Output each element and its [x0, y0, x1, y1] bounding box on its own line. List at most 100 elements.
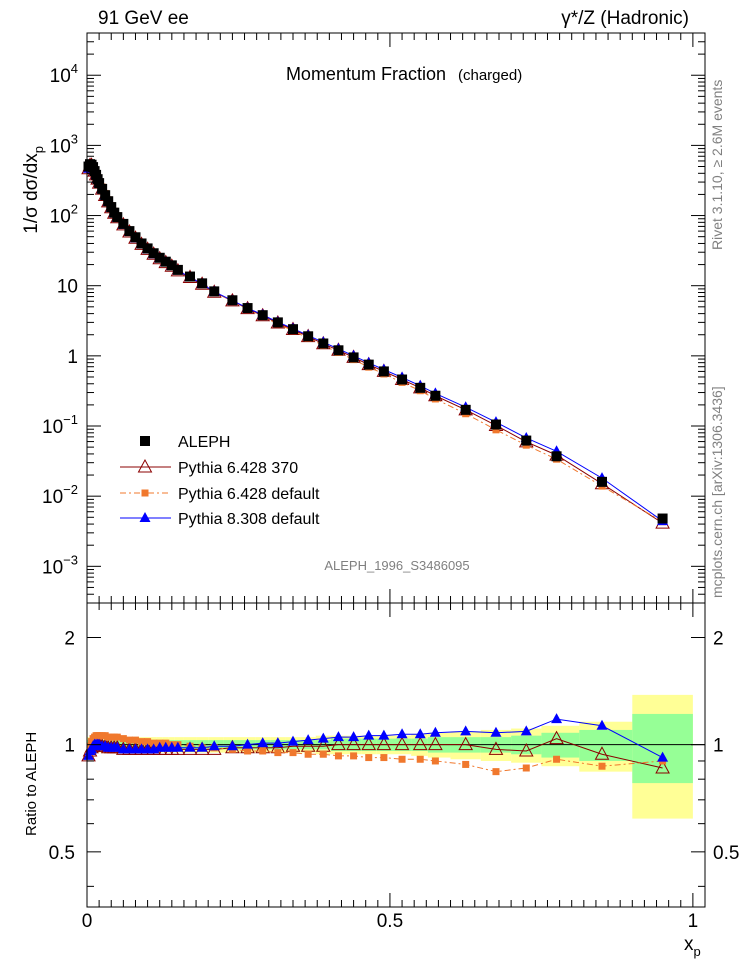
- ratio-point: [208, 740, 220, 751]
- ratio-point: [317, 732, 329, 743]
- y-tick-label: 103: [50, 131, 78, 157]
- x-tick-label: 1: [688, 911, 699, 932]
- aleph-data-point: [303, 331, 314, 342]
- header-left: 91 GeV ee: [98, 8, 189, 29]
- legend-marker: [139, 512, 151, 522]
- aleph-data-point: [551, 451, 562, 462]
- plot-title-sub: (charged): [458, 67, 522, 84]
- ratio-point: [302, 734, 314, 745]
- ratio-point: [414, 728, 426, 739]
- legend-entry: Pythia 6.428 default: [120, 486, 320, 503]
- x-tick-label: 0: [82, 911, 93, 932]
- main-ylabel: 1/σ dσ/dxp: [21, 146, 46, 234]
- aleph-data-point: [430, 390, 441, 401]
- main-line-pythia-6-428-370: [88, 164, 663, 524]
- ratio-y-tick-label: 2: [64, 629, 75, 650]
- ratio-xlabel: xp: [684, 934, 701, 959]
- ratio-y-tick-label-right: 2: [713, 629, 724, 650]
- ratio-point: [458, 736, 474, 751]
- x-tick-label: 0.5: [377, 911, 403, 932]
- ratio-point: [144, 738, 152, 746]
- legend: ALEPH Pythia 6.428 370 Pythia 6.428 defaul…: [120, 434, 320, 528]
- legend-marker: [141, 489, 149, 497]
- ratio-point: [655, 759, 670, 774]
- ratio-point: [549, 730, 564, 745]
- ratio-point: [412, 736, 428, 751]
- ratio-y-tick-label-right: 0.5: [713, 843, 739, 864]
- ratio-point: [289, 749, 297, 757]
- aleph-data-point: [209, 286, 220, 297]
- ratio-point: [259, 747, 267, 755]
- ratio-point: [226, 740, 238, 751]
- ratio-y-tick-label: 1: [64, 736, 75, 757]
- ratio-point: [242, 738, 254, 749]
- aleph-data-point: [136, 238, 147, 249]
- aleph-data-point: [378, 366, 389, 377]
- ratio-point: [111, 741, 123, 752]
- ratio-y-tick-label-right: 1: [713, 736, 724, 757]
- ratio-point: [462, 760, 470, 768]
- aleph-data-point: [185, 271, 195, 282]
- ratio-point: [138, 738, 146, 746]
- aleph-data-point: [257, 310, 268, 321]
- ratio-point: [428, 736, 443, 751]
- ratio-point: [488, 741, 504, 755]
- main-point: [492, 426, 500, 434]
- aleph-data-point: [97, 183, 108, 194]
- y-tick-label: 10: [57, 277, 78, 298]
- aleph-data-point: [142, 243, 153, 254]
- y-tick-label: 1: [67, 347, 78, 368]
- ratio-point: [460, 725, 472, 736]
- ratio-point: [376, 736, 392, 751]
- aleph-data-point: [490, 419, 501, 430]
- ratio-point: [551, 713, 563, 724]
- aleph-data-point: [272, 317, 283, 328]
- ratio-ylabel: Ratio to ALEPH: [23, 732, 40, 836]
- ratio-point: [331, 736, 346, 751]
- ratio-point: [361, 736, 377, 751]
- y-tick-label: 104: [50, 61, 78, 87]
- ratio-point: [150, 739, 158, 747]
- aleph-data-point: [124, 226, 135, 237]
- legend-marker: [137, 458, 153, 473]
- aleph-data-point: [106, 202, 117, 213]
- aleph-data-point: [103, 196, 114, 207]
- ratio-point: [553, 755, 561, 763]
- ratio-point: [596, 719, 608, 730]
- legend-label: Pythia 8.308 default: [178, 511, 320, 528]
- ratio-point: [396, 728, 408, 739]
- ratio-point: [196, 741, 208, 752]
- aleph-data-point: [397, 374, 408, 385]
- legend-label: Pythia 6.428 370: [178, 460, 298, 477]
- watermark: ALEPH_1996_S3486095: [324, 558, 469, 573]
- aleph-data-point: [148, 248, 159, 259]
- aleph-data-point: [460, 404, 471, 415]
- aleph-data-point: [242, 303, 253, 314]
- aleph-data-point: [288, 324, 298, 335]
- ratio-frame: [86, 602, 706, 908]
- aleph-data-point: [172, 264, 183, 275]
- ratio-point: [365, 754, 373, 762]
- aleph-data-point: [94, 178, 105, 189]
- ratio-point: [346, 736, 361, 751]
- ratio-point: [363, 729, 375, 740]
- ratio-point: [287, 735, 299, 746]
- ratio-point: [319, 750, 327, 758]
- ratio-point: [113, 733, 121, 741]
- aleph-data-point: [100, 190, 111, 201]
- ratio-point: [274, 749, 282, 757]
- aleph-data-point: [160, 256, 171, 267]
- legend-entry: Pythia 8.308 default: [120, 511, 320, 528]
- rivet-label: Rivet 3.1.10, ≥ 2.6M events: [709, 80, 725, 250]
- header-right: γ*/Z (Hadronic): [561, 8, 689, 29]
- aleph-data-point: [112, 212, 123, 223]
- y-tick-label: 10−1: [42, 412, 78, 438]
- ratio-point: [598, 762, 606, 770]
- ratio-point: [125, 736, 133, 744]
- ratio-point: [490, 726, 502, 737]
- legend-entry: Pythia 6.428 370: [120, 458, 298, 477]
- ratio-point: [522, 764, 530, 772]
- ratio-point: [518, 742, 534, 757]
- plot-title: Momentum Fraction: [286, 64, 446, 84]
